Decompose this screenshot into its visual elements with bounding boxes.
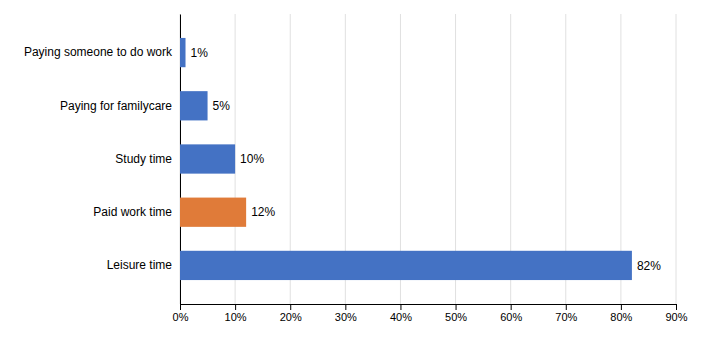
x-tick-label: 10% [225, 311, 247, 323]
bars [180, 38, 632, 280]
bar [180, 144, 235, 173]
y-tick-label: Leisure time [107, 258, 173, 272]
bar [180, 251, 632, 280]
x-tick-label: 80% [610, 311, 632, 323]
chart-svg: 0% 10% 20% 30% 40% 50% 60% 70% 80% 90% Leisure tim… [0, 0, 706, 340]
y-tick: Paying someone to do work [24, 45, 173, 59]
grid-line [676, 14, 677, 304]
x-tick-label: 0% [173, 311, 189, 323]
chart-container: 0% 10% 20% 30% 40% 50% 60% 70% 80% 90% Leisure tim… [0, 0, 706, 340]
bar [180, 38, 186, 67]
x-tick-mark [621, 304, 622, 310]
x-tick: 20% [280, 304, 302, 323]
x-tick-mark [676, 304, 677, 310]
plot-area: 0% 10% 20% 30% 40% 50% 60% 70% 80% 90% Leisure tim… [24, 14, 688, 323]
bar [180, 198, 246, 227]
x-tick: 10% [225, 304, 247, 323]
x-axis-line [181, 305, 677, 311]
data-label: 5% [213, 99, 231, 113]
x-tick-mark [511, 304, 512, 310]
x-tick: 40% [390, 304, 412, 323]
data-label: 82% [637, 259, 661, 273]
y-tick: Leisure time [107, 258, 173, 272]
x-tick-label: 50% [445, 311, 467, 323]
data-labels: 82% 12% 10% 5% 1% [191, 46, 662, 273]
y-tick-label: Paid work time [93, 205, 172, 219]
data-label: 12% [251, 205, 275, 219]
y-tick-label: Study time [115, 152, 172, 166]
x-tick: 90% [665, 304, 687, 323]
x-tick-label: 30% [335, 311, 357, 323]
x-tick: 0% [173, 304, 189, 323]
x-tick-mark [400, 304, 401, 310]
x-axis: 0% 10% 20% 30% 40% 50% 60% 70% 80% 90% [173, 304, 688, 323]
x-tick-mark [345, 304, 346, 310]
x-tick-label: 70% [555, 311, 577, 323]
y-tick: Paying for familycare [60, 99, 172, 113]
data-label: 1% [191, 46, 209, 60]
data-label: 10% [240, 152, 264, 166]
y-axis: Leisure time Paid work time Study time Payi… [24, 15, 181, 305]
x-tick-mark [566, 304, 567, 310]
bar [180, 91, 208, 120]
x-tick-label: 60% [500, 311, 522, 323]
y-tick-label: Paying someone to do work [24, 45, 173, 59]
x-tick: 30% [335, 304, 357, 323]
x-tick: 50% [445, 304, 467, 323]
x-tick-label: 20% [280, 311, 302, 323]
x-tick-mark [290, 304, 291, 310]
grid [180, 14, 676, 304]
y-tick: Study time [115, 152, 172, 166]
x-tick-mark [235, 304, 236, 310]
y-tick-label: Paying for familycare [60, 99, 172, 113]
x-tick-label: 40% [390, 311, 412, 323]
x-tick: 60% [500, 304, 522, 323]
x-tick: 70% [555, 304, 577, 323]
x-tick-label: 90% [665, 311, 687, 323]
x-tick-mark [180, 304, 181, 310]
y-tick: Paid work time [93, 205, 172, 219]
x-tick-mark [456, 304, 457, 310]
x-tick: 80% [610, 304, 632, 323]
